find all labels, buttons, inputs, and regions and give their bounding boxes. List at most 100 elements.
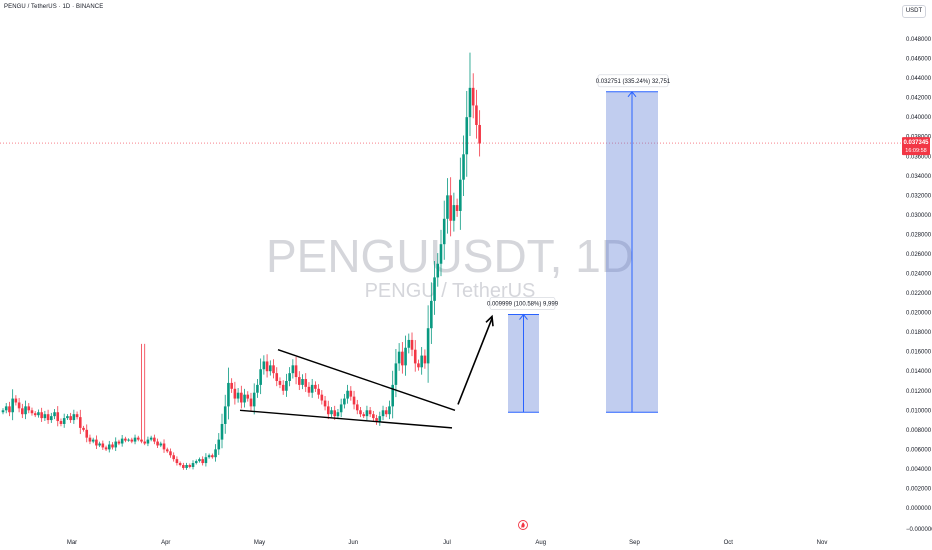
candle-body — [69, 416, 72, 421]
candle-body — [394, 363, 398, 385]
candle-body — [336, 412, 340, 417]
projection-label-box — [489, 297, 556, 310]
candle-body — [43, 414, 47, 419]
candle-body — [169, 451, 172, 456]
watermark-subtitle: PENGU / TetherUS — [365, 280, 536, 302]
price-axis[interactable]: 0.048000 0.046000 0.044000 0.042000 0.040000… — [906, 37, 932, 533]
candle-body — [459, 179, 462, 211]
y-tick-label: 0.040000 — [906, 115, 932, 121]
candle-body — [198, 459, 201, 462]
candle-body — [449, 195, 452, 221]
candle-body — [301, 379, 304, 385]
candle-body — [40, 412, 43, 419]
symbol-header: PENGU / TetherUS · 1D · BINANCE — [4, 4, 104, 10]
candle-body — [381, 410, 385, 417]
wedge-lower-line — [239, 409, 453, 429]
candle-body — [223, 406, 227, 424]
x-tick-label: Mar — [67, 540, 77, 546]
candle-body — [430, 300, 433, 329]
candle-body — [465, 117, 469, 155]
candle-body — [346, 390, 349, 399]
candle-body — [275, 373, 279, 381]
candle-body — [117, 441, 121, 444]
candle-body — [91, 439, 95, 442]
candle-body — [343, 398, 346, 405]
candle-body — [24, 406, 27, 415]
candle-body — [252, 392, 256, 407]
candle-body — [211, 455, 214, 458]
candle-body — [294, 365, 298, 378]
candle-body — [182, 465, 185, 468]
candle-body — [159, 443, 163, 446]
candle-body — [372, 414, 375, 419]
candle-body — [8, 406, 11, 413]
candle-body — [66, 416, 69, 419]
candle-body — [317, 388, 320, 395]
time-axis[interactable]: Mar Apr May Jun Jul Aug Sep Oct Nov — [67, 540, 828, 546]
y-tick-label: 0.014000 — [906, 369, 932, 375]
candle-body — [462, 154, 465, 180]
candle-body — [259, 369, 262, 385]
x-tick-label: Jul — [443, 540, 451, 546]
candle-body — [201, 459, 204, 464]
candle-body — [439, 244, 443, 264]
candle-body — [178, 463, 182, 466]
candle-body — [130, 439, 134, 442]
candle-body — [175, 459, 179, 464]
candle-body — [162, 443, 166, 450]
y-tick-label: 0.030000 — [906, 213, 932, 219]
candle-body — [397, 351, 401, 364]
candle-body — [375, 418, 378, 423]
y-tick-label: 0.022000 — [906, 291, 932, 297]
y-tick-label: 0.016000 — [906, 350, 932, 356]
candle-body — [413, 349, 417, 364]
candle-body — [355, 404, 359, 411]
candle-body — [85, 429, 89, 438]
event-marker[interactable] — [518, 520, 528, 530]
y-tick-label: 0.026000 — [906, 252, 932, 258]
candle-body — [404, 347, 407, 366]
x-tick-label: Nov — [817, 540, 828, 546]
candle-body — [401, 351, 404, 366]
projection-label: 0.009999 (100.58%) 9,999 — [487, 302, 559, 308]
x-tick-label: Apr — [161, 540, 170, 546]
price-projections[interactable]: 0.009999 (100.58%) 9,999 0.032751 (335.24… — [487, 74, 671, 413]
candle-body — [101, 443, 105, 448]
wedge-pattern[interactable] — [239, 314, 494, 429]
candle-body — [320, 394, 324, 401]
y-tick-label: 0.042000 — [906, 96, 932, 102]
candle-body — [362, 414, 366, 417]
candle-body — [326, 406, 330, 415]
candle-body — [410, 339, 414, 350]
candle-body — [288, 373, 291, 381]
candle-body — [314, 384, 317, 389]
candle-body — [471, 87, 475, 106]
x-tick-label: Jun — [348, 540, 358, 546]
currency-button[interactable]: USDT — [902, 5, 926, 18]
candle-body — [426, 328, 430, 364]
candle-body — [304, 379, 308, 387]
candle-body — [391, 384, 394, 407]
y-tick-label: 0.004000 — [906, 467, 932, 473]
candle-body — [98, 443, 101, 446]
candle-body — [136, 437, 140, 440]
projection-label-box — [597, 74, 669, 88]
candle-body — [230, 382, 233, 389]
candle-body — [56, 412, 60, 422]
candle-body — [143, 441, 147, 444]
candle-body — [352, 396, 356, 405]
candle-body — [262, 361, 266, 370]
candle-body — [217, 439, 221, 450]
candle-body — [272, 365, 275, 374]
flame-event-icon[interactable] — [518, 520, 528, 530]
y-tick-label: −0.000000 — [906, 527, 932, 533]
candle-body — [291, 365, 295, 374]
candle-body — [307, 386, 311, 393]
projection-arrow-head — [627, 90, 637, 98]
candle-body — [407, 339, 411, 348]
candle-body — [442, 218, 446, 245]
candle-body — [207, 455, 211, 458]
candle-body — [4, 406, 8, 411]
candle-body — [133, 437, 137, 442]
